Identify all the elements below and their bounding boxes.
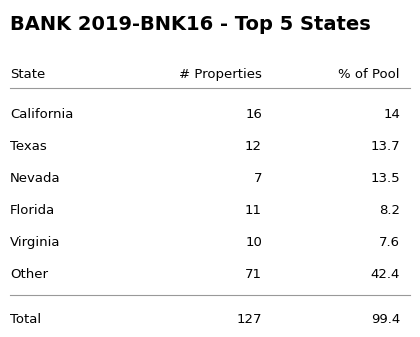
Text: State: State — [10, 68, 45, 81]
Text: Virginia: Virginia — [10, 236, 60, 249]
Text: # Properties: # Properties — [179, 68, 262, 81]
Text: 7: 7 — [254, 172, 262, 185]
Text: 8.2: 8.2 — [379, 204, 400, 217]
Text: Florida: Florida — [10, 204, 55, 217]
Text: 99.4: 99.4 — [371, 313, 400, 326]
Text: 16: 16 — [245, 108, 262, 121]
Text: Total: Total — [10, 313, 41, 326]
Text: 42.4: 42.4 — [370, 268, 400, 281]
Text: 12: 12 — [245, 140, 262, 153]
Text: 13.7: 13.7 — [370, 140, 400, 153]
Text: Texas: Texas — [10, 140, 47, 153]
Text: California: California — [10, 108, 74, 121]
Text: % of Pool: % of Pool — [339, 68, 400, 81]
Text: 10: 10 — [245, 236, 262, 249]
Text: 11: 11 — [245, 204, 262, 217]
Text: 71: 71 — [245, 268, 262, 281]
Text: BANK 2019-BNK16 - Top 5 States: BANK 2019-BNK16 - Top 5 States — [10, 15, 371, 34]
Text: 127: 127 — [236, 313, 262, 326]
Text: Nevada: Nevada — [10, 172, 60, 185]
Text: Other: Other — [10, 268, 48, 281]
Text: 13.5: 13.5 — [370, 172, 400, 185]
Text: 14: 14 — [383, 108, 400, 121]
Text: 7.6: 7.6 — [379, 236, 400, 249]
